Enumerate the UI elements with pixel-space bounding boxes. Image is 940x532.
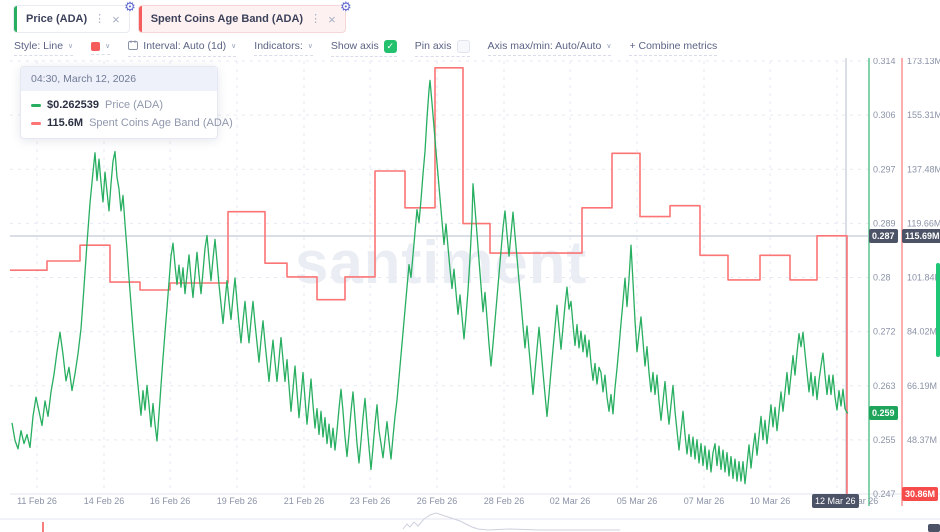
- style-dropdown[interactable]: Style: Line ∨: [14, 40, 74, 56]
- kebab-menu-icon[interactable]: ⋮: [94, 12, 106, 25]
- date-axis-label: 02 Mar 26: [550, 496, 591, 506]
- date-axis-label: 26 Feb 26: [417, 496, 458, 506]
- chevron-down-icon: ∨: [231, 43, 237, 50]
- gear-icon[interactable]: ⚙: [340, 0, 352, 14]
- checkbox-checked-icon[interactable]: ✓: [383, 39, 397, 53]
- kebab-menu-icon[interactable]: ⋮: [310, 12, 322, 25]
- price-series-dash-icon: [31, 103, 41, 107]
- date-axis-label: 11 Feb 26: [17, 496, 57, 506]
- close-icon[interactable]: ×: [112, 11, 120, 27]
- price-axis-label: 0.263: [873, 381, 896, 391]
- navigator-corner-control[interactable]: [928, 524, 940, 532]
- date-axis-label: 10 Mar 26: [750, 496, 791, 506]
- price-axis-label: 0.28: [873, 273, 891, 283]
- tab-spent-coins-age-band-ada[interactable]: Spent Coins Age Band (ADA) ⋮ × ⚙: [137, 0, 352, 33]
- metric-tab-bar: Price (ADA) ⋮ × ⚙ Spent Coins Age Band (…: [0, 0, 940, 38]
- color-swatch: [91, 41, 101, 51]
- tooltip-row-price: $0.262539 Price (ADA): [31, 99, 207, 111]
- band-axis-label: 119.66M: [907, 218, 940, 228]
- tab-label: Spent Coins Age Band (ADA): [150, 13, 304, 25]
- price-axis-label: 0.255: [873, 435, 896, 445]
- tooltip-body: $0.262539 Price (ADA) 115.6M Spent Coins…: [21, 91, 233, 138]
- tooltip-price-label: Price (ADA): [105, 99, 164, 111]
- band-axis-label: 48.37M: [907, 435, 937, 445]
- pin-axis-label: Pin axis: [414, 40, 452, 52]
- interval-dropdown[interactable]: Interval: Auto (1d) ∨: [128, 40, 237, 57]
- axis-maxmin-label: Axis max/min: Auto/Auto: [487, 40, 602, 52]
- date-axis-label: 16 Feb 26: [150, 496, 191, 506]
- tooltip-band-label: Spent Coins Age Band (ADA): [89, 117, 233, 129]
- tab-price-ada[interactable]: Price (ADA) ⋮ × ⚙: [13, 0, 136, 33]
- chevron-down-icon: ∨: [105, 43, 111, 50]
- close-icon[interactable]: ×: [328, 11, 336, 27]
- crosshair-date-badge: 12 Mar 26: [812, 494, 859, 508]
- band-axis-label: 101.84M: [907, 273, 940, 283]
- show-axis-label: Show axis: [330, 40, 379, 52]
- band-axis-label: 173.13M: [907, 56, 940, 66]
- calendar-icon: [128, 40, 139, 53]
- band-axis-label: 84.02M: [907, 327, 937, 337]
- pin-axis-toggle[interactable]: Pin axis: [414, 39, 470, 57]
- chevron-down-icon: ∨: [606, 43, 612, 50]
- axis-maxmin-dropdown[interactable]: Axis max/min: Auto/Auto ∨: [487, 40, 612, 56]
- price-axis-label: 0.247: [873, 489, 896, 499]
- chart-tooltip: 04:30, March 12, 2026 $0.262539 Price (A…: [20, 66, 233, 139]
- band-series-line: [10, 67, 848, 494]
- date-axis-label: 07 Mar 26: [684, 496, 725, 506]
- band-axis-label: 66.19M: [907, 381, 937, 391]
- band-series-dash-icon: [31, 121, 41, 125]
- last-band-badge: 30.86M: [902, 487, 939, 501]
- show-axis-toggle[interactable]: Show axis ✓: [330, 39, 397, 57]
- crosshair-price-badge: 0.287: [869, 229, 898, 243]
- tooltip-datetime: 04:30, March 12, 2026: [21, 67, 217, 91]
- price-series-line: [11, 79, 849, 485]
- tooltip-band-value: 115.6M: [47, 117, 84, 129]
- gear-icon[interactable]: ⚙: [124, 0, 136, 14]
- price-axis-label: 0.289: [873, 218, 896, 228]
- tooltip-row-band: 115.6M Spent Coins Age Band (ADA): [31, 117, 233, 129]
- combine-metrics-label: + Combine metrics: [629, 40, 718, 52]
- last-price-badge: 0.259: [869, 406, 898, 420]
- crosshair-band-badge: 115.69M: [902, 229, 940, 243]
- date-axis-label: 28 Feb 26: [484, 496, 525, 506]
- price-axis-label: 0.297: [873, 164, 896, 174]
- navigator-sparkline: [402, 512, 620, 531]
- price-axis-label: 0.272: [873, 327, 896, 337]
- tab-accent-bar: [138, 6, 142, 32]
- vertical-scrollbar-thumb[interactable]: [936, 263, 940, 357]
- indicators-label: Indicators:: [254, 40, 303, 52]
- color-dropdown[interactable]: ∨: [91, 41, 111, 55]
- price-axis-label: 0.314: [873, 56, 896, 66]
- price-axis-label: 0.306: [873, 110, 896, 120]
- interval-label: Interval: Auto (1d): [143, 40, 227, 52]
- date-axis-label: 19 Feb 26: [217, 496, 258, 506]
- chart-toolbar: Style: Line ∨ ∨ Interval: Auto (1d) ∨ In…: [0, 38, 940, 58]
- date-axis-label: 21 Feb 26: [284, 496, 325, 506]
- chevron-down-icon: ∨: [68, 43, 74, 50]
- indicators-dropdown[interactable]: Indicators: ∨: [254, 40, 313, 56]
- combine-metrics-button[interactable]: + Combine metrics: [629, 40, 718, 56]
- date-axis-label: 14 Feb 26: [84, 496, 125, 506]
- band-axis-label: 137.48M: [907, 164, 940, 174]
- band-axis-label: 155.31M: [907, 110, 940, 120]
- tab-accent-bar: [14, 6, 17, 32]
- style-label: Style: Line: [14, 40, 64, 52]
- date-axis-label: 23 Feb 26: [350, 496, 391, 506]
- tooltip-price-value: $0.262539: [47, 99, 99, 111]
- date-axis-label: 05 Mar 26: [617, 496, 658, 506]
- checkbox-empty-icon[interactable]: [456, 39, 470, 53]
- chevron-down-icon: ∨: [307, 43, 313, 50]
- tab-label: Price (ADA): [26, 13, 88, 25]
